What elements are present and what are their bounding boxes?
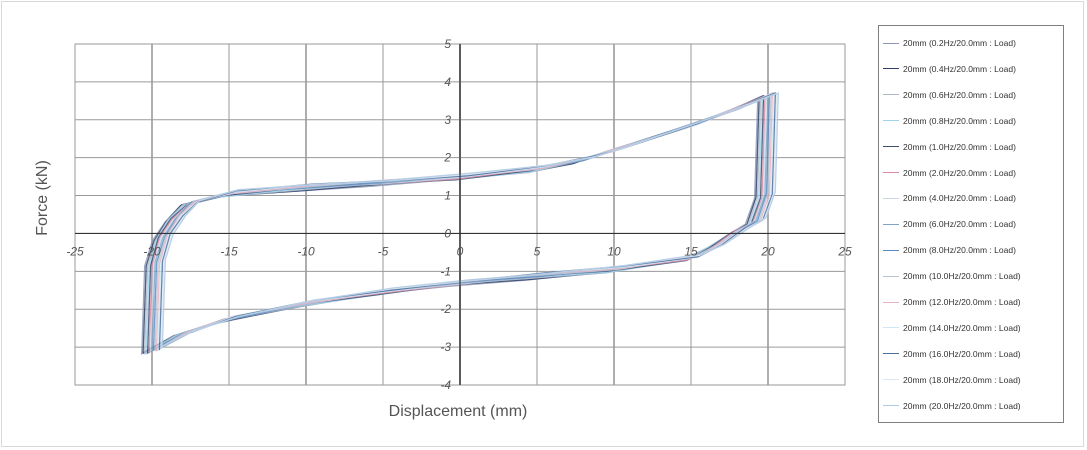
- legend-item: 20mm (18.0Hz/20.0mm : Load): [883, 372, 1021, 388]
- y-tick-label: -2: [440, 302, 451, 316]
- legend-swatch: [883, 68, 899, 70]
- legend-swatch: [883, 327, 899, 329]
- x-tick-label: 0: [457, 244, 464, 258]
- x-axis-label: Displacement (mm): [389, 403, 528, 420]
- y-tick-label: 1: [444, 189, 451, 203]
- y-tick-label: 5: [444, 37, 451, 51]
- legend-swatch: [883, 223, 899, 225]
- x-tick-label: 20: [760, 244, 775, 258]
- legend-item: 20mm (1.0Hz/20.0mm : Load): [883, 139, 1016, 155]
- legend-swatch: [883, 197, 899, 199]
- x-tick-label: 5: [534, 244, 541, 258]
- x-tick-label: 25: [837, 244, 852, 258]
- legend-label: 20mm (18.0Hz/20.0mm : Load): [903, 374, 1021, 385]
- y-axis-label: Force (kN): [34, 160, 51, 236]
- legend-label: 20mm (16.0Hz/20.0mm : Load): [903, 348, 1021, 359]
- x-tick-label: -15: [220, 244, 238, 258]
- legend-label: 20mm (2.0Hz/20.0mm : Load): [903, 167, 1016, 178]
- legend-swatch: [883, 301, 899, 303]
- legend-label: 20mm (8.0Hz/20.0mm : Load): [903, 245, 1016, 256]
- legend-item: 20mm (12.0Hz/20.0mm : Load): [883, 294, 1021, 310]
- legend-item: 20mm (0.6Hz/20.0mm : Load): [883, 87, 1016, 103]
- legend-swatch: [883, 405, 899, 407]
- legend-swatch: [883, 275, 899, 277]
- legend-swatch: [883, 172, 899, 173]
- y-tick-label: 2: [443, 151, 451, 165]
- legend-label: 20mm (0.2Hz/20.0mm : Load): [903, 38, 1016, 48]
- x-tick-label: -5: [378, 244, 389, 258]
- chart-axes: [75, 44, 845, 385]
- legend-label: 20mm (10.0Hz/20.0mm : Load): [903, 271, 1021, 282]
- legend-label: 20mm (0.8Hz/20.0mm : Load): [903, 115, 1016, 126]
- y-tick-label: -1: [440, 264, 451, 278]
- chart-legend: 20mm (0.2Hz/20.0mm : Load) 20mm (0.4Hz/20…: [878, 25, 1064, 423]
- legend-item: 20mm (0.4Hz/20.0mm : Load): [883, 61, 1016, 77]
- legend-item: 20mm (8.0Hz/20.0mm : Load): [883, 242, 1016, 258]
- legend-swatch: [883, 379, 899, 381]
- x-tick-label: 15: [684, 244, 698, 258]
- legend-label: 20mm (1.0Hz/20.0mm : Load): [903, 141, 1016, 152]
- legend-label: 20mm (4.0Hz/20.0mm : Load): [903, 193, 1016, 204]
- legend-label: 20mm (0.6Hz/20.0mm : Load): [903, 89, 1016, 100]
- legend-label: 20mm (12.0Hz/20.0mm : Load): [903, 297, 1021, 307]
- legend-swatch: [883, 249, 899, 251]
- legend-item: 20mm (0.2Hz/20.0mm : Load): [883, 35, 1016, 51]
- legend-item: 20mm (4.0Hz/20.0mm : Load): [883, 190, 1016, 206]
- hysteresis-curves: [141, 91, 779, 355]
- series-line: [161, 92, 779, 349]
- x-tick-label: -20: [143, 244, 161, 258]
- legend-item: 20mm (14.0Hz/20.0mm : Load): [883, 320, 1021, 336]
- legend-item: 20mm (20.0Hz/20.0mm : Load): [883, 398, 1021, 414]
- legend-item: 20mm (6.0Hz/20.0mm : Load): [883, 216, 1016, 232]
- y-tick-label: -3: [440, 340, 451, 354]
- legend-swatch: [883, 42, 899, 44]
- y-tick-label: 3: [444, 113, 451, 127]
- y-tick-label: 4: [444, 75, 451, 89]
- legend-swatch: [883, 353, 899, 355]
- y-tick-label: -4: [440, 378, 451, 392]
- x-tick-label: -10: [297, 244, 315, 258]
- legend-item: 20mm (0.8Hz/20.0mm : Load): [883, 113, 1016, 129]
- legend-item: 20mm (2.0Hz/20.0mm : Load): [883, 165, 1016, 181]
- legend-label: 20mm (14.0Hz/20.0mm : Load): [903, 322, 1021, 333]
- y-tick-label: 0: [444, 226, 451, 240]
- x-tick-label: -25: [66, 244, 84, 258]
- legend-label: 20mm (6.0Hz/20.0mm : Load): [903, 219, 1016, 230]
- legend-item: 20mm (16.0Hz/20.0mm : Load): [883, 346, 1021, 362]
- x-tick-label: 10: [607, 244, 621, 258]
- legend-swatch: [883, 120, 899, 122]
- legend-label: 20mm (20.0Hz/20.0mm : Load): [903, 400, 1021, 411]
- legend-label: 20mm (0.4Hz/20.0mm : Load): [903, 63, 1016, 74]
- legend-item: 20mm (10.0Hz/20.0mm : Load): [883, 268, 1021, 284]
- legend-swatch: [883, 146, 899, 148]
- legend-swatch: [883, 94, 899, 96]
